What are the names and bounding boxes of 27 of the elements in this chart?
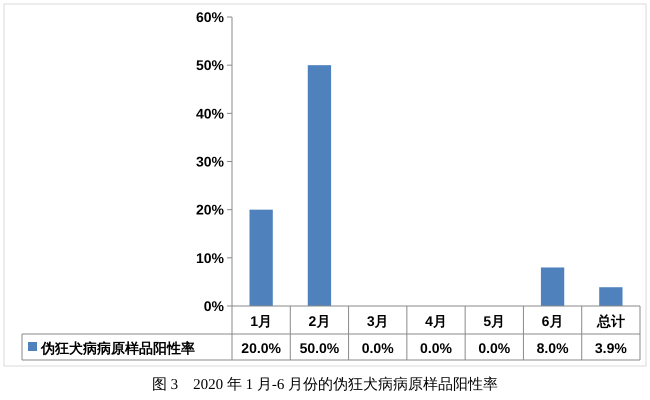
y-tick-label: 0% [204, 298, 225, 314]
data-label: 20.0% [241, 340, 282, 356]
bar [249, 210, 273, 306]
x-tick-label: 1月 [250, 313, 272, 329]
data-label: 0.0% [478, 340, 511, 356]
y-tick-label: 60% [196, 9, 225, 25]
y-tick-label: 40% [196, 105, 225, 122]
x-tick-label: 5月 [483, 313, 506, 329]
data-label: 50.0% [300, 340, 340, 356]
bar [540, 267, 564, 306]
x-tick-label: 2月 [308, 313, 330, 329]
y-tick-label: 30% [196, 154, 225, 170]
y-tick-label: 10% [196, 250, 225, 266]
x-tick-label: 4月 [425, 313, 447, 329]
legend-label: 伪狂犬病病原样品阳性率 [40, 340, 195, 356]
data-label: 0.0% [420, 340, 452, 356]
x-tick-label: 6月 [542, 313, 564, 329]
bar [599, 287, 623, 306]
data-label: 8.0% [536, 340, 570, 356]
y-tick-label: 50% [196, 57, 225, 74]
data-label: 3.9% [594, 340, 628, 356]
caption: 图 3 2020 年 1 月-6 月份的伪狂犬病病原样品阳性率 [152, 376, 498, 393]
bar [308, 65, 332, 306]
x-tick-label: 总计 [596, 313, 625, 329]
x-tick-label: 3月 [366, 313, 389, 329]
y-tick-label: 20% [196, 202, 225, 218]
data-label: 0.0% [362, 340, 394, 356]
